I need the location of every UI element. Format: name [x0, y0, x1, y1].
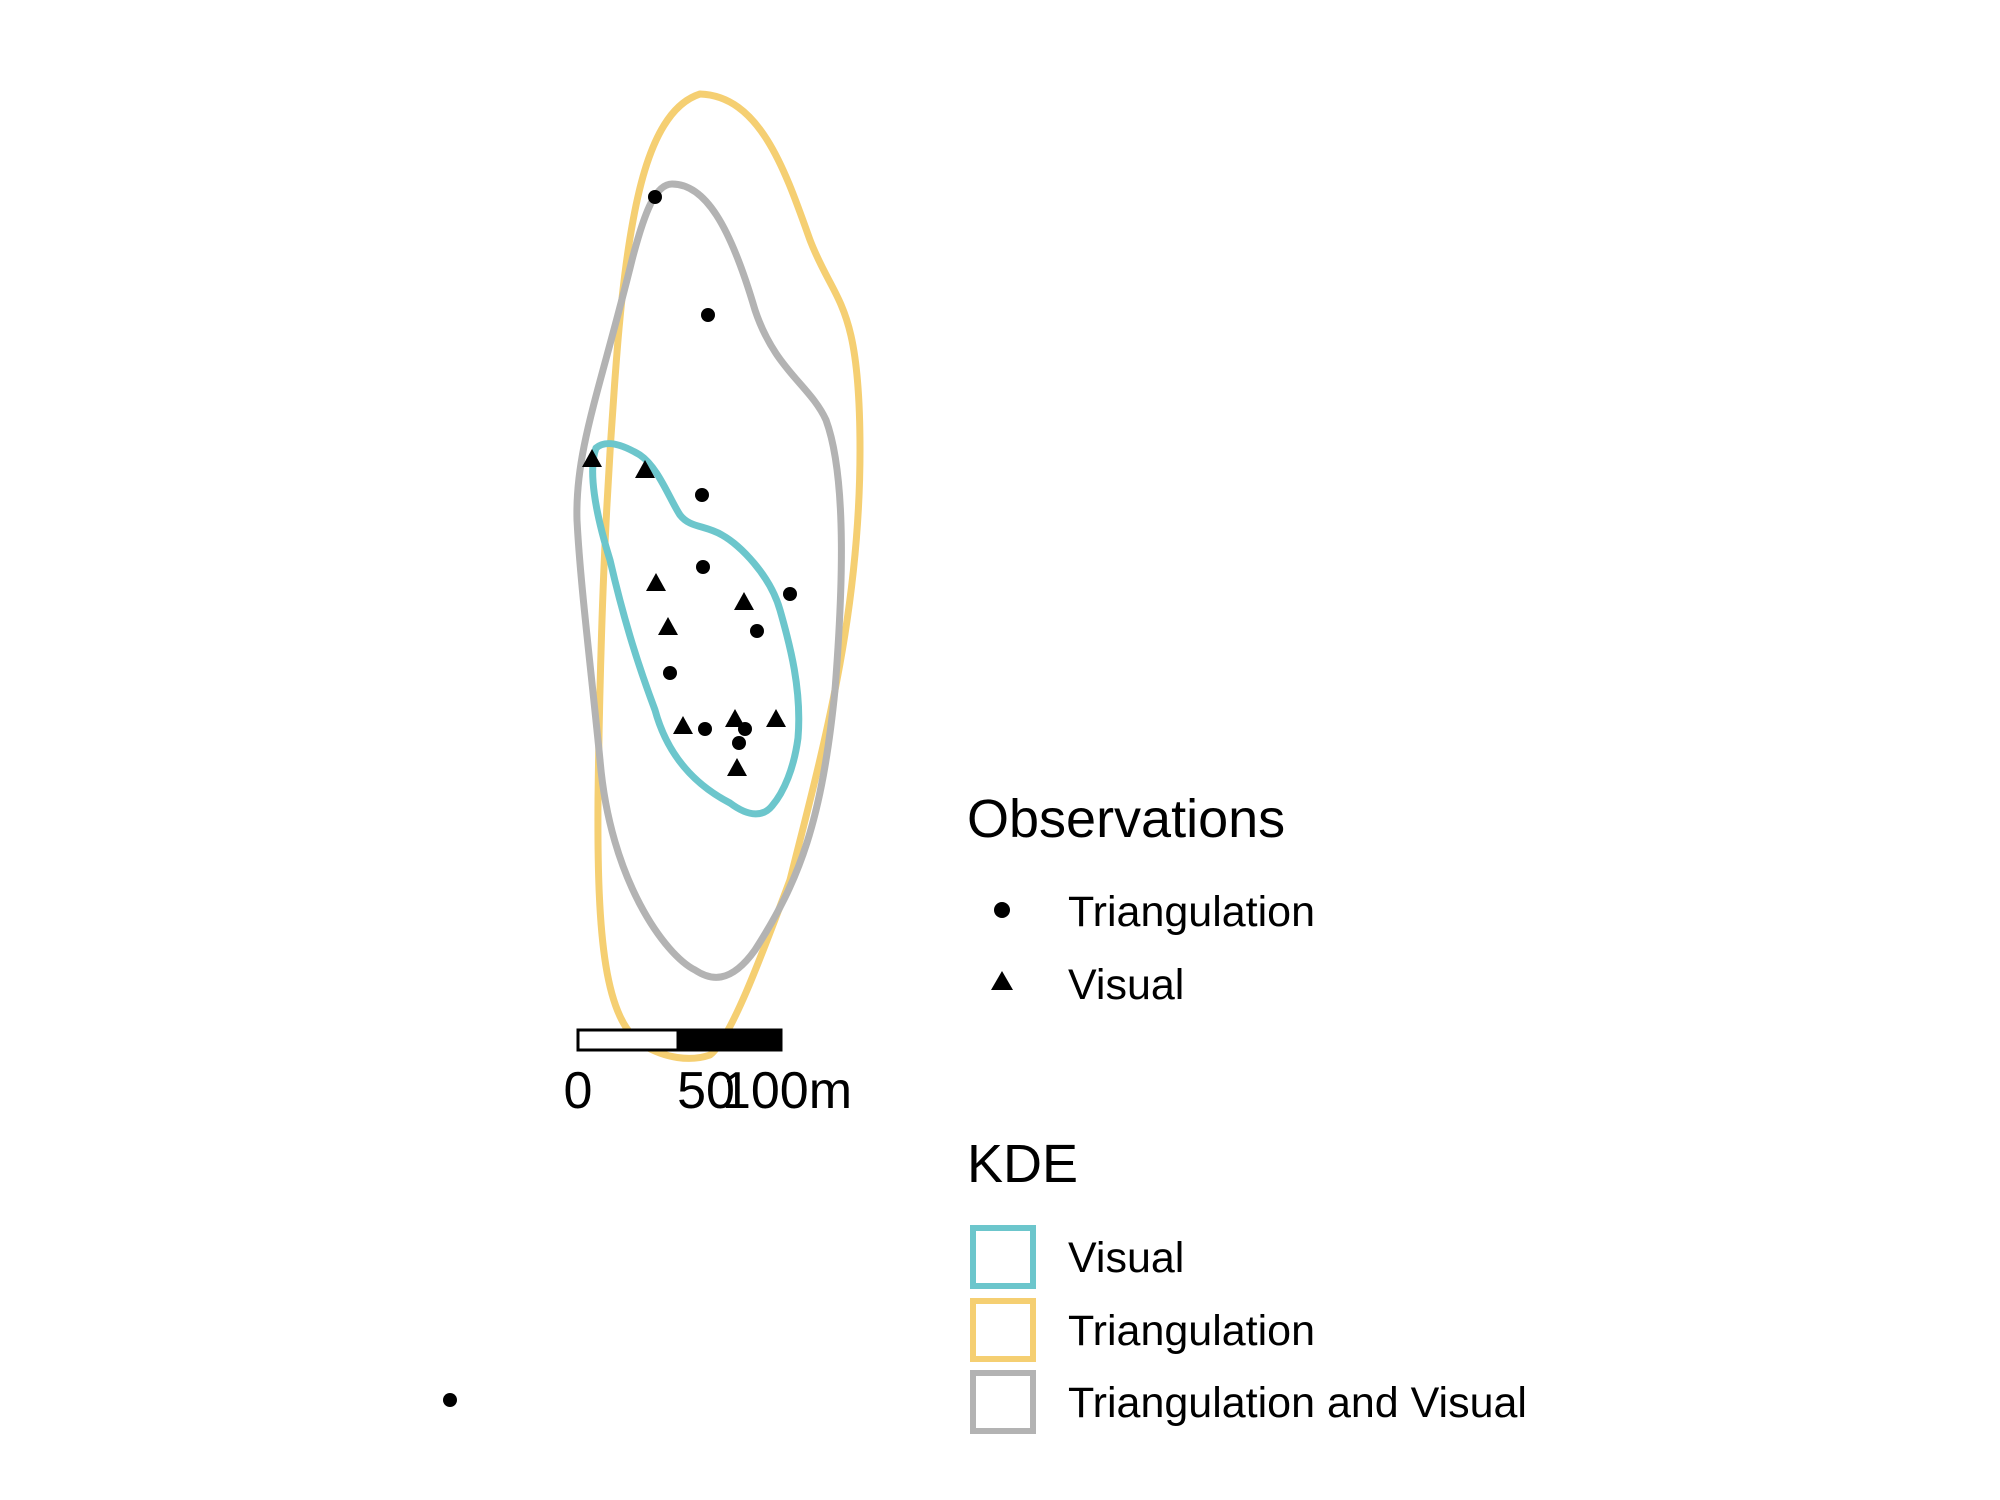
triangulation-point: [696, 560, 710, 574]
triangulation-legend-label: Triangulation: [1068, 888, 1315, 936]
visual-point: [658, 617, 678, 635]
visual-point: [646, 573, 666, 591]
triangulation-point: [663, 666, 677, 680]
triangulation-point: [648, 190, 662, 204]
scale-label-100m: 100m: [722, 1062, 852, 1120]
triangulation-point: [783, 587, 797, 601]
visual-point: [766, 709, 786, 727]
kde-contours: [573, 90, 864, 1062]
kde-triangulation-legend-key: [970, 1298, 1036, 1362]
visual-point: [635, 460, 655, 478]
scale-bar-segment-light: [576, 1028, 680, 1052]
scale-label-50: 50: [677, 1062, 735, 1120]
kde-triangulation-contour: [594, 90, 864, 1062]
kde-triangulation-legend-label: Triangulation: [1068, 1307, 1315, 1355]
visual-legend-key: [991, 971, 1013, 990]
scale-label-0: 0: [564, 1062, 593, 1120]
triangulation-point: [750, 624, 764, 638]
visual-point: [725, 709, 745, 727]
visual-point: [734, 592, 754, 610]
visual-point: [673, 716, 693, 734]
triangulation-point: [443, 1393, 457, 1407]
triangulation-point: [698, 722, 712, 736]
visual-point: [582, 449, 602, 467]
observations-legend: Observations Triangulation Visual: [967, 789, 1315, 1009]
scale-bar-segment-dark: [676, 1028, 783, 1052]
triangulation-point: [695, 488, 709, 502]
kde-visual-contour: [589, 440, 803, 818]
visual-point: [727, 758, 747, 776]
kde-triangulation-and-visual-contour: [573, 180, 845, 981]
kde-triangulation-and-visual-legend-label: Triangulation and Visual: [1068, 1379, 1527, 1427]
kde-visual-legend-key: [970, 1225, 1036, 1289]
visual-legend-label: Visual: [1068, 961, 1184, 1009]
kde-visual-legend-label: Visual: [1068, 1234, 1184, 1282]
triangulation-point: [701, 308, 715, 322]
triangulation-point: [732, 736, 746, 750]
triangulation-legend-key: [994, 902, 1010, 918]
kde-legend-title: KDE: [967, 1134, 1078, 1194]
observation-points: [443, 190, 797, 1407]
kde-triangulation-and-visual-legend-key: [970, 1370, 1036, 1434]
observations-legend-title: Observations: [967, 789, 1285, 849]
scale-bar: 0 50 100m: [564, 1028, 852, 1120]
kde-legend: KDE Visual Triangulation Triangulation a…: [967, 1134, 1527, 1434]
